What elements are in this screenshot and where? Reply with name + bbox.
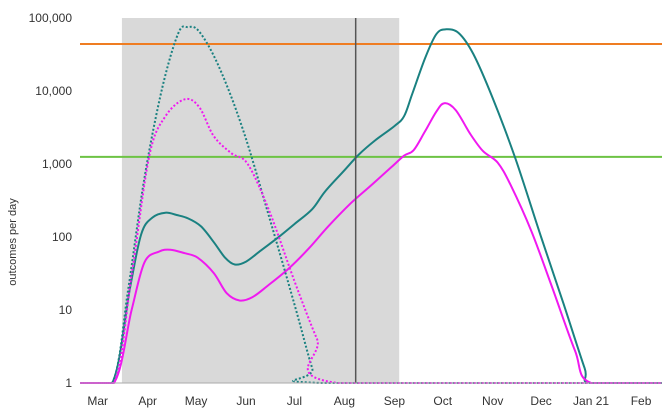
x-tick-label: Sep bbox=[384, 394, 406, 408]
x-tick-label: Aug bbox=[334, 394, 355, 408]
x-tick-label: Feb bbox=[631, 394, 652, 408]
y-tick-label: 10,000 bbox=[35, 84, 72, 98]
series-layer bbox=[80, 25, 662, 385]
y-tick-label: 1 bbox=[65, 376, 72, 390]
shaded-period-band bbox=[121, 18, 400, 383]
y-axis-title: outcomes per day bbox=[7, 198, 19, 286]
series-line-4-dotted bbox=[80, 97, 662, 385]
x-tick-labels: Mar Apr May Jun Jul Aug Sep Oct Nov Dec Jan 21 Feb bbox=[87, 394, 651, 408]
y-tick-label: 100,000 bbox=[29, 11, 73, 25]
y-tick-labels: 1 10 100 1,000 10,000 100,000 bbox=[29, 11, 73, 390]
y-tick-label: 10 bbox=[59, 303, 73, 317]
x-tick-label: Dec bbox=[530, 394, 551, 408]
y-tick-label: 1,000 bbox=[42, 157, 72, 171]
series-line-3-dotted bbox=[80, 25, 662, 385]
x-tick-label: Apr bbox=[138, 394, 157, 408]
series-line-1-solid bbox=[80, 28, 662, 385]
x-tick-label: Nov bbox=[482, 394, 503, 408]
reference-lines-layer bbox=[80, 43, 662, 158]
y-tick-label: 100 bbox=[52, 230, 72, 244]
x-tick-label: Oct bbox=[433, 394, 452, 408]
x-tick-label: Jan 21 bbox=[573, 394, 609, 408]
shaded-region-layer bbox=[121, 18, 400, 383]
x-tick-label: Mar bbox=[87, 394, 108, 408]
x-tick-label: Jul bbox=[287, 394, 302, 408]
series-line-2-solid bbox=[80, 102, 662, 385]
x-tick-label: May bbox=[185, 394, 208, 408]
x-tick-label: Jun bbox=[236, 394, 255, 408]
